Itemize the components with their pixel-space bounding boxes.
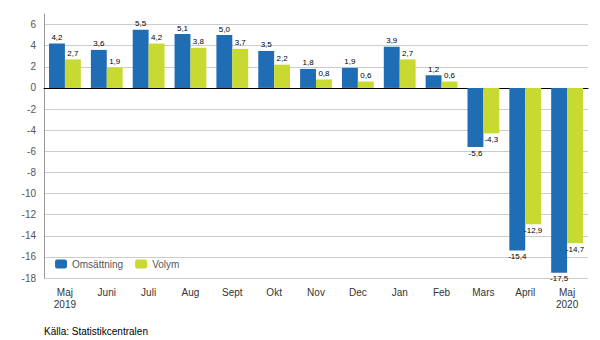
svg-text:Omsättning: Omsättning bbox=[72, 259, 123, 270]
svg-text:4,2: 4,2 bbox=[151, 33, 163, 42]
svg-text:Maj: Maj bbox=[57, 287, 73, 298]
svg-text:Aug: Aug bbox=[182, 287, 200, 298]
svg-text:0: 0 bbox=[30, 82, 36, 93]
svg-text:Juli: Juli bbox=[141, 287, 156, 298]
svg-text:1,9: 1,9 bbox=[344, 57, 356, 66]
svg-text:3,5: 3,5 bbox=[261, 40, 273, 49]
svg-text:Juni: Juni bbox=[98, 287, 116, 298]
svg-text:Källa: Statistikcentralen: Källa: Statistikcentralen bbox=[44, 326, 148, 337]
svg-text:-14,7: -14,7 bbox=[566, 245, 585, 254]
svg-text:-2: -2 bbox=[27, 104, 36, 115]
svg-text:3,7: 3,7 bbox=[235, 38, 247, 47]
svg-text:-6: -6 bbox=[27, 146, 36, 157]
svg-text:Mars: Mars bbox=[472, 287, 494, 298]
svg-text:-10: -10 bbox=[22, 188, 37, 199]
svg-text:Dec: Dec bbox=[349, 287, 367, 298]
svg-text:3,8: 3,8 bbox=[193, 37, 205, 46]
svg-text:5,1: 5,1 bbox=[177, 24, 189, 33]
svg-text:-14: -14 bbox=[22, 230, 37, 241]
svg-text:1,8: 1,8 bbox=[302, 58, 314, 67]
svg-text:2,2: 2,2 bbox=[277, 54, 289, 63]
svg-text:5,0: 5,0 bbox=[219, 25, 231, 34]
svg-text:Feb: Feb bbox=[433, 287, 451, 298]
svg-text:-15,4: -15,4 bbox=[508, 252, 527, 261]
svg-text:Okt: Okt bbox=[266, 287, 282, 298]
svg-text:-18: -18 bbox=[22, 273, 37, 284]
svg-text:Nov: Nov bbox=[307, 287, 325, 298]
svg-text:4: 4 bbox=[30, 40, 36, 51]
svg-text:Maj: Maj bbox=[559, 287, 575, 298]
svg-text:-12,9: -12,9 bbox=[524, 226, 543, 235]
svg-text:-17,5: -17,5 bbox=[550, 274, 569, 283]
svg-text:2019: 2019 bbox=[54, 299, 77, 310]
svg-text:0,8: 0,8 bbox=[318, 69, 330, 78]
svg-text:5,5: 5,5 bbox=[135, 19, 147, 28]
svg-text:1,2: 1,2 bbox=[428, 65, 440, 74]
svg-text:3,9: 3,9 bbox=[386, 36, 398, 45]
svg-text:2020: 2020 bbox=[556, 299, 579, 310]
svg-text:0,6: 0,6 bbox=[360, 71, 372, 80]
svg-text:1,9: 1,9 bbox=[109, 57, 121, 66]
svg-text:-5,6: -5,6 bbox=[469, 149, 483, 158]
svg-text:-8: -8 bbox=[27, 167, 36, 178]
svg-text:2,7: 2,7 bbox=[402, 49, 414, 58]
svg-text:Volym: Volym bbox=[152, 259, 179, 270]
svg-text:2: 2 bbox=[30, 61, 36, 72]
svg-text:-4,3: -4,3 bbox=[484, 135, 498, 144]
svg-text:3,6: 3,6 bbox=[93, 39, 105, 48]
svg-text:6: 6 bbox=[30, 19, 36, 30]
svg-text:4,2: 4,2 bbox=[51, 33, 63, 42]
svg-text:April: April bbox=[515, 287, 535, 298]
svg-text:Sept: Sept bbox=[222, 287, 243, 298]
svg-text:Jan: Jan bbox=[392, 287, 408, 298]
svg-text:-16: -16 bbox=[22, 251, 37, 262]
svg-text:-12: -12 bbox=[22, 209, 37, 220]
svg-text:0,6: 0,6 bbox=[444, 71, 456, 80]
svg-text:2,7: 2,7 bbox=[67, 49, 79, 58]
svg-text:-4: -4 bbox=[27, 125, 36, 136]
